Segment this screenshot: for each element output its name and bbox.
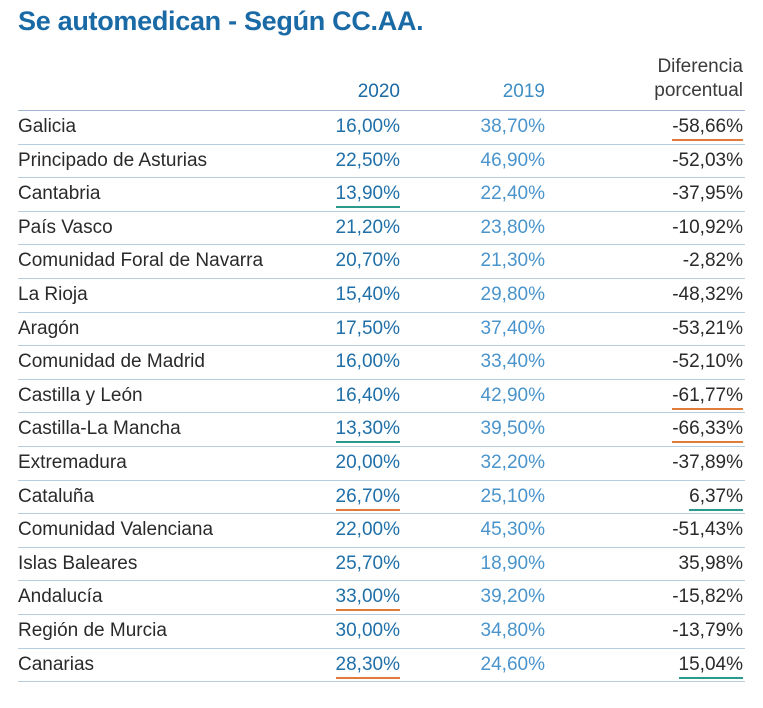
value-diferencia: -13,79% [672,619,743,641]
region-name: Andalucía [18,586,103,608]
region-name: Aragón [18,317,80,339]
table-row: Castilla-La Mancha 13,30% 39,50% -66,33% [18,413,745,447]
value-diferencia: -58,66% [672,116,743,141]
region-name: Comunidad Valenciana [18,519,214,541]
value-2020: 33,00% [335,586,400,612]
value-diferencia: 35,98% [678,552,743,574]
table-row: Islas Baleares 25,70% 18,90% 35,98% [18,548,745,582]
value-2020: 20,70% [335,250,400,272]
value-2020: 22,00% [335,519,400,541]
value-2020: 16,00% [335,116,400,137]
value-diferencia: -51,43% [672,519,743,541]
value-2020: 17,50% [335,317,400,339]
column-header-diferencia-line1: Diferencia [657,56,743,77]
value-2019: 39,20% [480,586,545,608]
table-row: Región de Murcia 30,00% 34,80% -13,79% [18,615,745,649]
column-header-diferencia-line2: porcentual [654,80,743,101]
table-row: Andalucía 33,00% 39,20% -15,82% [18,581,745,615]
table-row: Cataluña 26,70% 25,10% 6,37% [18,481,745,515]
value-2019: 25,10% [480,485,545,507]
value-2020: 30,00% [335,619,400,641]
value-2019: 45,30% [480,519,545,541]
region-name: Cataluña [18,485,95,507]
value-2019: 18,90% [480,552,545,574]
region-name: Islas Baleares [18,552,138,574]
value-diferencia: 15,04% [678,654,743,679]
value-2019: 29,80% [480,283,545,305]
region-name: Canarias [18,653,95,675]
value-diferencia: -2,82% [682,250,743,272]
value-2020: 15,40% [335,283,400,305]
table-row: País Vasco 21,20% 23,80% -10,92% [18,212,745,246]
value-2020: 13,30% [335,418,400,444]
value-2020: 21,20% [335,216,400,238]
value-2019: 21,30% [480,250,545,272]
value-diferencia: -66,33% [672,418,743,444]
value-2020: 25,70% [335,552,400,574]
value-diferencia: -61,77% [672,385,743,410]
value-2019: 22,40% [480,183,545,205]
table-row: Comunidad Foral de Navarra 20,70% 21,30% -2… [18,245,745,279]
value-2020: 26,70% [335,486,400,511]
region-name: Región de Murcia [18,619,167,641]
value-diferencia: -15,82% [672,586,743,608]
region-name: País Vasco [18,216,113,238]
table-row: Aragón 17,50% 37,40% -53,21% [18,313,745,347]
table-row: Comunidad Valenciana 22,00% 45,30% -51,43% [18,514,745,548]
table-row: Cantabria 13,90% 22,40% -37,95% [18,178,745,212]
column-header-2020: 2020 [357,81,400,102]
table-row: Comunidad de Madrid 16,00% 33,40% -52,10% [18,346,745,380]
column-header-2019: 2019 [502,81,545,102]
region-name: Cantabria [18,183,101,205]
value-diferencia: -48,32% [672,283,743,305]
value-2019: 32,20% [480,451,545,473]
region-name: Castilla-La Mancha [18,418,181,440]
column-header-diferencia: Diferencia porcentual [654,55,743,103]
value-2019: 33,40% [480,351,545,373]
value-diferencia: -52,10% [672,351,743,373]
value-2019: 38,70% [480,116,545,137]
region-name: Comunidad Foral de Navarra [18,250,264,272]
value-diferencia: -37,89% [672,451,743,473]
value-2019: 24,60% [480,653,545,675]
page-title: Se automedican - Según CC.AA. [18,6,424,36]
region-name: Comunidad de Madrid [18,351,205,373]
value-2019: 42,90% [480,384,545,406]
value-2019: 39,50% [480,418,545,440]
value-2020: 22,50% [335,149,400,171]
value-2020: 16,40% [335,384,400,406]
value-2020: 20,00% [335,451,400,473]
table-row: Castilla y León 16,40% 42,90% -61,77% [18,380,745,414]
value-diferencia: -53,21% [672,317,743,339]
value-2020: 16,00% [335,351,400,373]
region-name: Extremadura [18,451,127,473]
value-2020: 28,30% [335,654,400,679]
region-name: Galicia [18,116,77,137]
value-diferencia: -10,92% [672,216,743,238]
value-2019: 46,90% [480,149,545,171]
table-row: Extremadura 20,00% 32,20% -37,89% [18,447,745,481]
table-row: Canarias 28,30% 24,60% 15,04% [18,649,745,683]
table-row: La Rioja 15,40% 29,80% -48,32% [18,279,745,313]
region-name: Principado de Asturias [18,149,208,171]
region-name: Castilla y León [18,384,143,406]
value-2020: 13,90% [335,183,400,209]
region-name: La Rioja [18,283,88,305]
table-row: Principado de Asturias 22,50% 46,90% -52,03… [18,145,745,179]
value-2019: 23,80% [480,216,545,238]
value-diferencia: 6,37% [689,486,743,511]
regions-table: Galicia 16,00% 38,70% -58,66% Principado de … [18,110,745,683]
value-diferencia: -52,03% [672,149,743,171]
value-diferencia: -37,95% [672,183,743,205]
table-row: Galicia 16,00% 38,70% -58,66% [18,111,745,145]
value-2019: 37,40% [480,317,545,339]
value-2019: 34,80% [480,619,545,641]
